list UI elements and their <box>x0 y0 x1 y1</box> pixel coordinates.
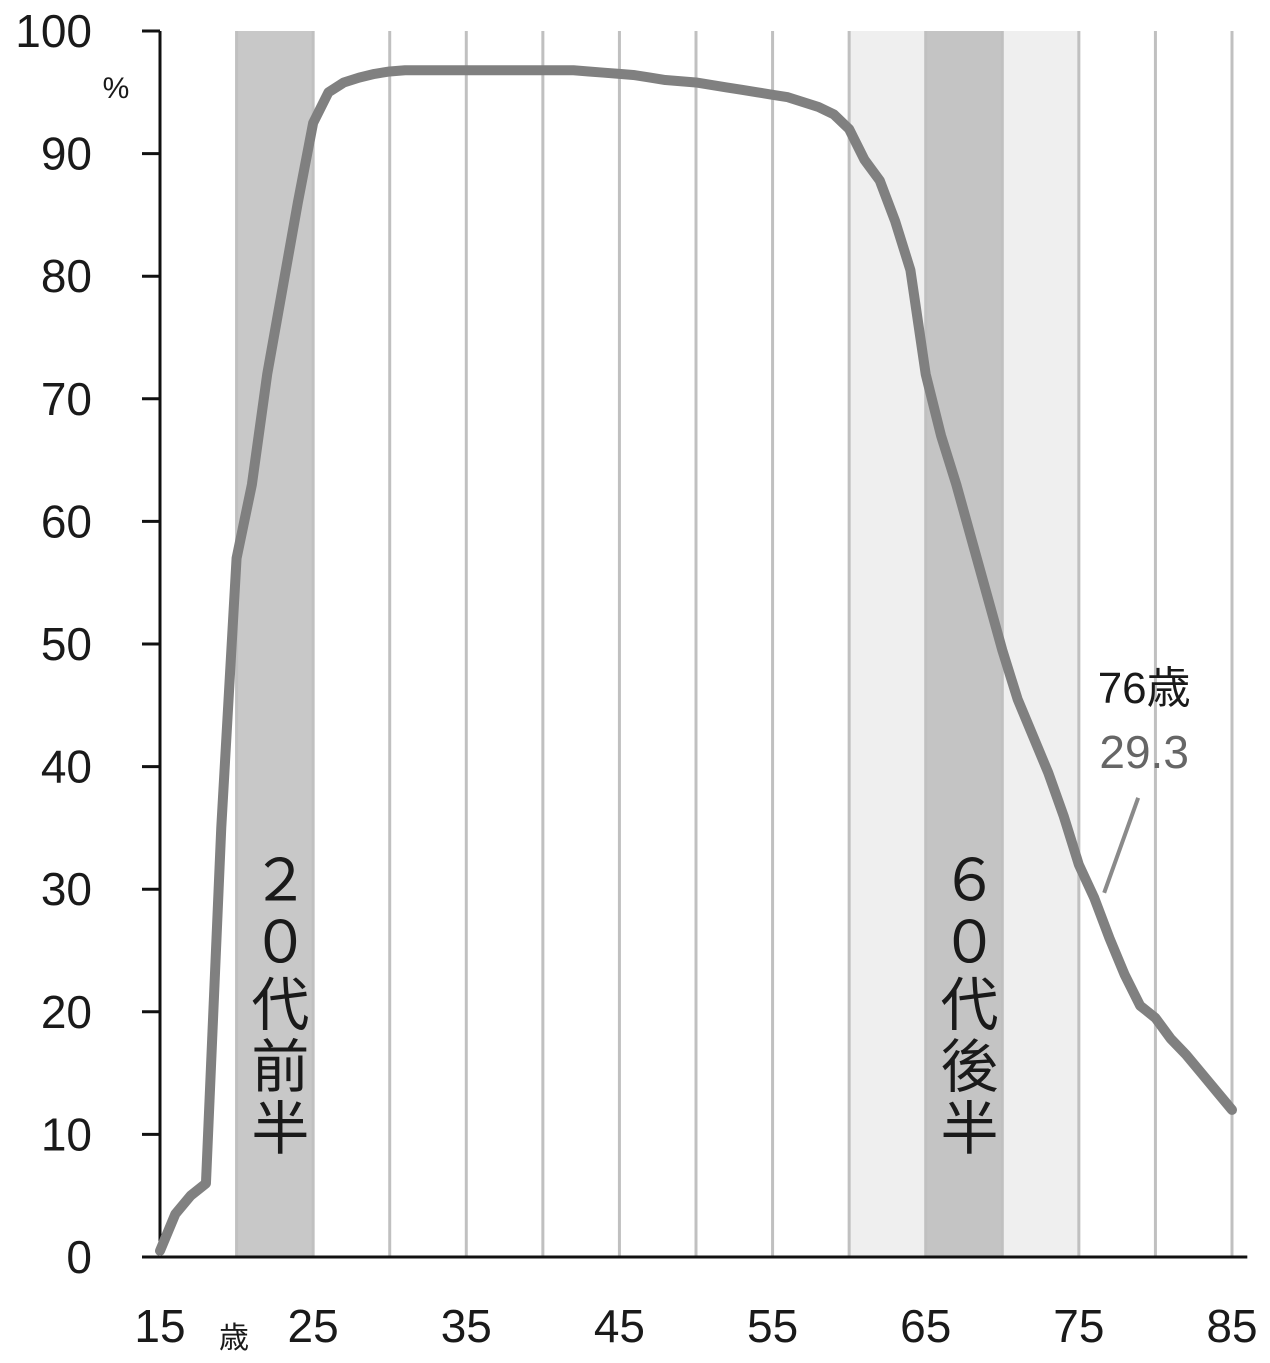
y-tick-label: 80 <box>41 250 92 302</box>
annotation-label: 76歳 <box>1098 664 1191 713</box>
annotation-value: 29.3 <box>1099 726 1189 778</box>
x-tick-label: 85 <box>1206 1300 1257 1352</box>
x-tick-label: 55 <box>747 1300 798 1352</box>
y-tick-label: 30 <box>41 863 92 915</box>
y-tick-label: 70 <box>41 373 92 425</box>
x-tick-label: 45 <box>594 1300 645 1352</box>
y-tick-label: 100 <box>15 5 92 57</box>
y-tick-label: 20 <box>41 986 92 1038</box>
y-tick-label: 50 <box>41 618 92 670</box>
band-label: ２０代前半 <box>242 850 308 1160</box>
y-tick-label: 90 <box>41 128 92 180</box>
x-tick-label: 65 <box>900 1300 951 1352</box>
y-tick-label: 60 <box>41 495 92 547</box>
y-unit: % <box>103 72 130 105</box>
x-unit: 歳 <box>219 1322 249 1355</box>
y-tick-label: 0 <box>66 1231 92 1283</box>
y-tick-label: 40 <box>41 741 92 793</box>
x-tick-label: 35 <box>441 1300 492 1352</box>
x-tick-label: 15 <box>134 1300 185 1352</box>
line <box>155 65 1237 1256</box>
x-tick-label: 75 <box>1053 1300 1104 1352</box>
band-label: ６０代後半 <box>932 850 998 1160</box>
band <box>236 31 314 1257</box>
x-tick-label: 25 <box>288 1300 339 1352</box>
annotation-pointer <box>1102 797 1141 894</box>
y-tick-label: 10 <box>41 1108 92 1160</box>
band <box>925 31 1003 1257</box>
